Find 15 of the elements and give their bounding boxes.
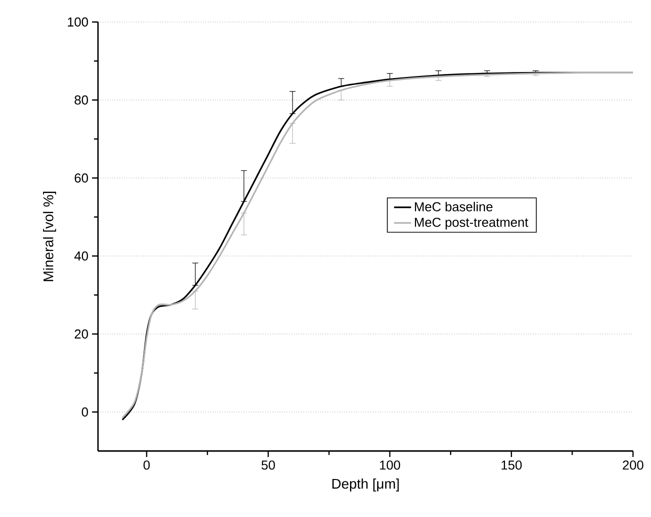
y-tick-label: 80: [74, 95, 88, 105]
y-tick-label: 40: [74, 251, 88, 261]
y-tick-label: 20: [74, 329, 88, 339]
y-tick-label: 0: [82, 407, 88, 417]
x-tick-label: 100: [380, 460, 400, 470]
y-tick-label: 100: [68, 17, 88, 27]
x-tick-label: 200: [622, 460, 644, 470]
x-tick-label: 150: [502, 460, 522, 470]
legend-label: MeC post-treatment: [414, 218, 528, 230]
x-tick-label: 0: [144, 460, 150, 470]
x-axis-title: Depth [μm]: [332, 478, 399, 492]
x-tick-label: 50: [262, 460, 275, 470]
y-tick-label: 60: [74, 173, 88, 183]
y-axis-title: Mineral [vol %]: [43, 192, 56, 282]
legend-label: MeC baseline: [414, 202, 492, 212]
